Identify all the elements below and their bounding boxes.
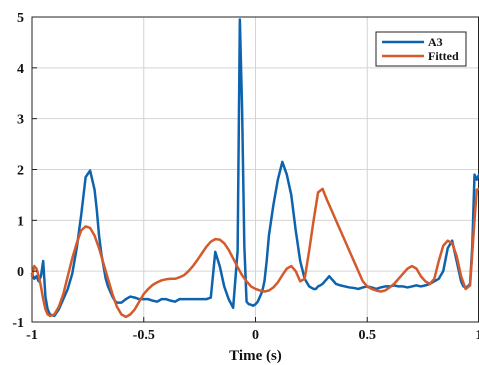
x-axis-title: Time (s) <box>229 348 282 364</box>
x-tick-label: -1 <box>26 328 38 343</box>
y-tick-label: 4 <box>17 62 24 77</box>
legend: A3 Fitted <box>375 31 467 67</box>
y-tick-label: 1 <box>17 214 24 229</box>
legend-box <box>375 31 467 67</box>
y-tick-label: 0 <box>17 265 24 280</box>
x-tick-label: 0.5 <box>359 328 377 343</box>
legend-label-fitted: Fitted <box>428 49 459 63</box>
y-tick-label: -1 <box>12 316 24 331</box>
series-layer <box>30 18 479 319</box>
legend-label-a3: A3 <box>428 35 443 49</box>
x-tick-label: -0.5 <box>133 328 155 343</box>
y-tick-label: 2 <box>17 164 24 179</box>
series-line-fitted <box>30 187 479 319</box>
x-tick-label: 1 <box>476 328 479 343</box>
y-tick-label: 3 <box>17 113 24 128</box>
x-tick-label: 0 <box>252 328 259 343</box>
y-tick-label: 5 <box>17 11 24 26</box>
axis-ticks: -1 -0.5 0 0.5 1 -1 0 1 2 3 4 5 <box>12 11 479 343</box>
